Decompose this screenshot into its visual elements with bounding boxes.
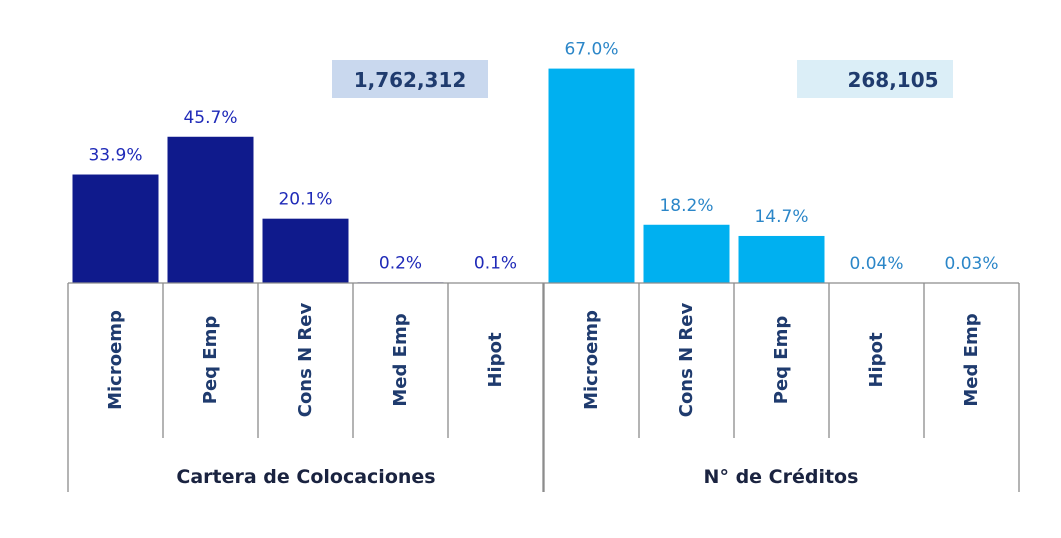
total-box-cartera [332,60,488,98]
category-label: Peq Emp [200,316,221,405]
category-label: Med Emp [961,313,982,406]
category-label: Cons N Rev [295,302,316,417]
bar-value-label: 45.7% [183,108,237,128]
bar-value-label: 0.03% [944,254,998,274]
category-label: Med Emp [390,313,411,406]
bar-value-label: 0.2% [379,253,422,273]
total-box-creditos [797,60,953,98]
chart-panel-cartera: 1,762,312 33.9% Microemp 45.7% Peq Emp 20.1%… [72,60,539,488]
total-creditos: 268,105 [847,68,938,92]
category-label: Microemp [581,310,602,410]
group-label-cartera: Cartera de Colocaciones [176,466,435,488]
bars-creditos: 67.0% Microemp 18.2% Cons N Rev 14.7% Peq Emp… [548,40,1015,417]
axis-lines [67,282,1020,492]
bar-peq-emp [167,136,254,283]
bar-cons-n-rev [262,218,349,283]
total-cartera: 1,762,312 [354,68,467,92]
bar-microemp [72,174,159,283]
bars-cartera: 33.9% Microemp 45.7% Peq Emp 20.1% Cons N Rev… [72,108,539,417]
chart-panel-creditos: 268,105 67.0% Microemp 18.2% Cons N Rev 14.7… [548,40,1015,488]
bar-value-label: 0.1% [474,254,517,274]
bar-peq-emp [738,235,825,283]
category-label: Peq Emp [771,316,792,405]
bar-cons-n-rev [643,224,730,283]
bar-value-label: 20.1% [278,190,332,210]
bar-value-label: 33.9% [88,146,142,166]
bar-value-label: 18.2% [659,196,713,216]
category-label: Cons N Rev [676,302,697,417]
bar-value-label: 14.7% [754,207,808,227]
category-label: Hipot [485,332,506,387]
category-label: Hipot [866,332,887,387]
bar-value-label: 67.0% [564,40,618,60]
category-label: Microemp [105,310,126,410]
bar-value-label: 0.04% [849,254,903,274]
group-label-creditos: N° de Créditos [704,466,859,488]
bar-microemp [548,68,635,283]
